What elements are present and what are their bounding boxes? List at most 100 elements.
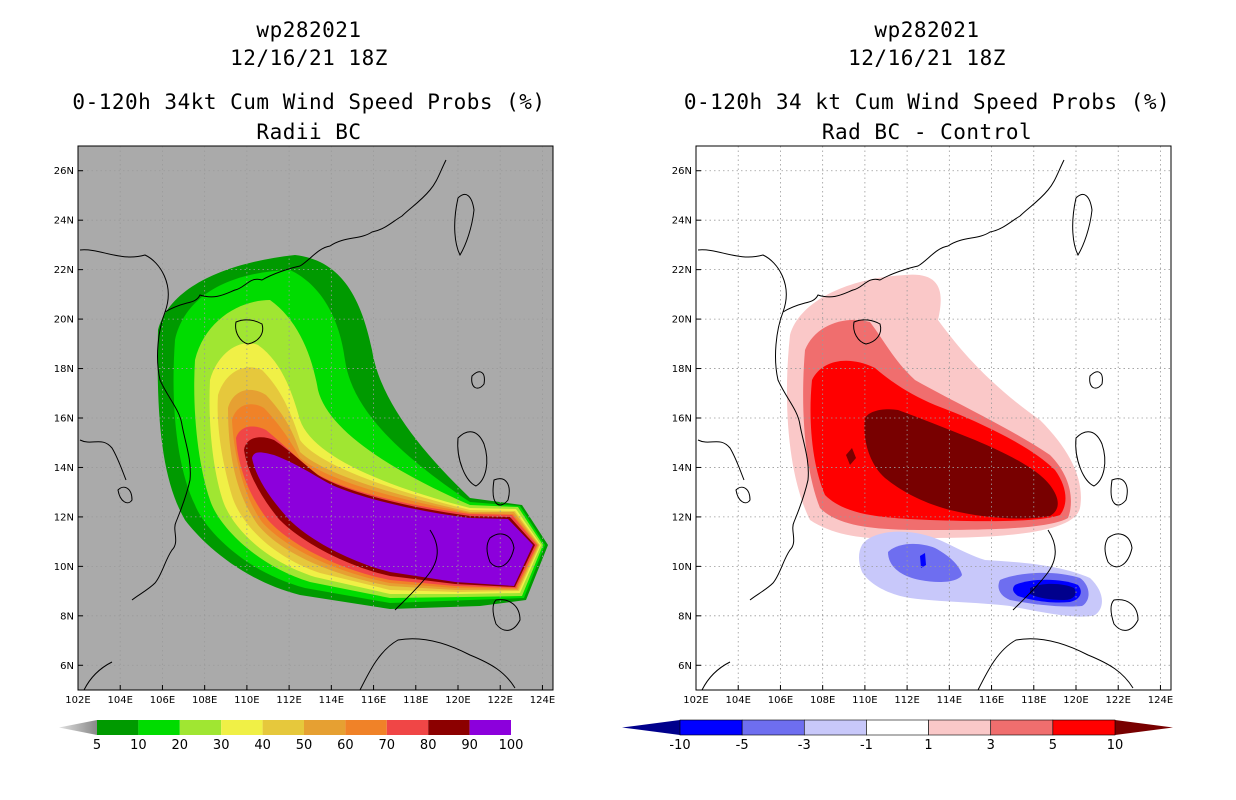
colorbar-swatch-4: [262, 720, 304, 735]
colorbar-swatch-2: [179, 720, 222, 735]
y-tick-label-18N: 18N: [672, 364, 692, 375]
colorbar-swatch-5: [304, 720, 346, 735]
y-tick-label-10N: 10N: [54, 562, 74, 573]
title-line-2: 12/16/21 18Z: [230, 46, 388, 70]
colorbar-label-10: 10: [130, 738, 147, 753]
colorbar-swatch-3: [803, 719, 867, 736]
colorbar-label--1: -1: [860, 738, 873, 753]
colorbar-label-100: 100: [499, 738, 524, 753]
x-tick-label-124E: 124E: [530, 695, 555, 706]
colorbar-swatch-9: [469, 720, 511, 735]
coastline-11: [701, 661, 731, 690]
y-tick-label-16N: 16N: [672, 414, 692, 425]
colorbar-swatch-1: [679, 719, 743, 736]
colorbar-label-10: 10: [1107, 738, 1124, 753]
colorbar-extend-low: [59, 720, 97, 735]
left-panel: wp282021 12/16/21 18Z 0-120h 34kt Cum Wi…: [54, 18, 555, 753]
y-tick-label-14N: 14N: [54, 463, 74, 474]
coastline-1: [782, 159, 1065, 313]
colorbar-label-50: 50: [296, 738, 313, 753]
x-tick-label-116E: 116E: [361, 695, 386, 706]
y-tick-label-10N: 10N: [672, 562, 692, 573]
y-tick-label-24N: 24N: [672, 216, 692, 227]
x-tick-label-110E: 110E: [852, 695, 877, 706]
colorbar-label--3: -3: [798, 738, 811, 753]
x-tick-label-102E: 102E: [683, 695, 708, 706]
y-tick-label-16N: 16N: [54, 414, 74, 425]
colorbar-label-3: 3: [987, 738, 995, 753]
colorbar-swatch-5: [928, 719, 992, 736]
coastline-2: [853, 319, 882, 345]
contour-band-4: [846, 448, 856, 465]
y-tick-label-22N: 22N: [672, 265, 692, 276]
colorbar-label-30: 30: [213, 738, 230, 753]
colorbar-swatch-1: [138, 720, 180, 735]
colorbar-swatch-0: [97, 720, 139, 735]
colorbar-swatch-4: [866, 719, 929, 736]
contour-band-10: [920, 553, 926, 568]
x-tick-label-114E: 114E: [937, 695, 962, 706]
coastline-13: [117, 486, 133, 504]
colorbar-swatch-6: [345, 720, 387, 735]
x-tick-label-114E: 114E: [319, 695, 344, 706]
title-line-4: Radii BC: [256, 120, 362, 144]
colorbar: -10 -5 -3 -1 1 3 5 10: [622, 719, 1173, 753]
coastline-1: [164, 159, 447, 313]
colorbar-label-1: 1: [924, 738, 932, 753]
y-tick-label-18N: 18N: [54, 364, 74, 375]
colorbar-label-70: 70: [379, 738, 396, 753]
y-tick-label-14N: 14N: [672, 463, 692, 474]
x-tick-label-110E: 110E: [234, 695, 259, 706]
coastline-12: [79, 439, 127, 481]
contour-band-3: [864, 409, 1058, 519]
coastline-5: [457, 431, 488, 487]
colorbar: 5 10 20 30 40 50 60 70 80 90 100: [59, 720, 523, 753]
colorbar-label-60: 60: [337, 738, 354, 753]
title-line-1: wp282021: [874, 18, 980, 42]
x-tick-label-118E: 118E: [1021, 695, 1046, 706]
y-tick-label-20N: 20N: [54, 315, 74, 326]
y-tick-label-6N: 6N: [60, 661, 74, 672]
coastline-8: [1012, 529, 1056, 611]
y-tick-label-22N: 22N: [54, 265, 74, 276]
colorbar-label-40: 40: [254, 738, 271, 753]
x-tick-label-112E: 112E: [276, 695, 301, 706]
coastline-9: [977, 638, 1134, 690]
coastlines: [697, 159, 1139, 690]
x-tick-label-112E: 112E: [894, 695, 919, 706]
y-tick-label-26N: 26N: [672, 166, 692, 177]
colorbar-swatch-8: [428, 720, 470, 735]
colorbar-swatch-3: [221, 720, 263, 735]
x-tick-label-104E: 104E: [108, 695, 133, 706]
y-tick-label-6N: 6N: [678, 661, 692, 672]
contour-band-9: [1030, 583, 1076, 600]
coastline-6: [1110, 478, 1128, 506]
title-line-2: 12/16/21 18Z: [848, 46, 1006, 70]
x-tick-label-122E: 122E: [488, 695, 513, 706]
y-tick-label-8N: 8N: [678, 611, 692, 622]
colorbar-extend-high: [1115, 720, 1173, 735]
right-panel: wp282021 12/16/21 18Z 0-120h 34 kt Cum W…: [618, 0, 1236, 800]
colorbar-swatch-7: [386, 720, 429, 735]
coastline-3: [1072, 194, 1093, 257]
map-plot-left: 102E 104E 106E 108E 110E 112E 114E 116E 118E 120E…: [54, 145, 555, 753]
coastline-5: [1075, 431, 1106, 487]
coastline-3: [454, 194, 475, 257]
x-tick-label-104E: 104E: [726, 695, 751, 706]
coastline-7: [486, 533, 515, 568]
colorbar-label-90: 90: [461, 738, 478, 753]
y-tick-label-12N: 12N: [54, 512, 74, 523]
coastline-2: [235, 319, 264, 345]
x-tick-label-106E: 106E: [150, 695, 175, 706]
coastline-8: [394, 529, 438, 611]
coastline-0: [697, 249, 809, 601]
colorbar-swatch-2: [741, 719, 805, 736]
coastline-12: [697, 439, 745, 481]
coastline-10: [492, 599, 521, 631]
x-tick-label-118E: 118E: [403, 695, 428, 706]
colorbar-swatch-7: [1052, 719, 1116, 736]
title-line-3: 0-120h 34 kt Cum Wind Speed Probs (%): [683, 90, 1171, 114]
coastline-4: [1089, 371, 1103, 389]
contour-band-9: [252, 452, 533, 586]
x-tick-label-124E: 124E: [1148, 695, 1173, 706]
